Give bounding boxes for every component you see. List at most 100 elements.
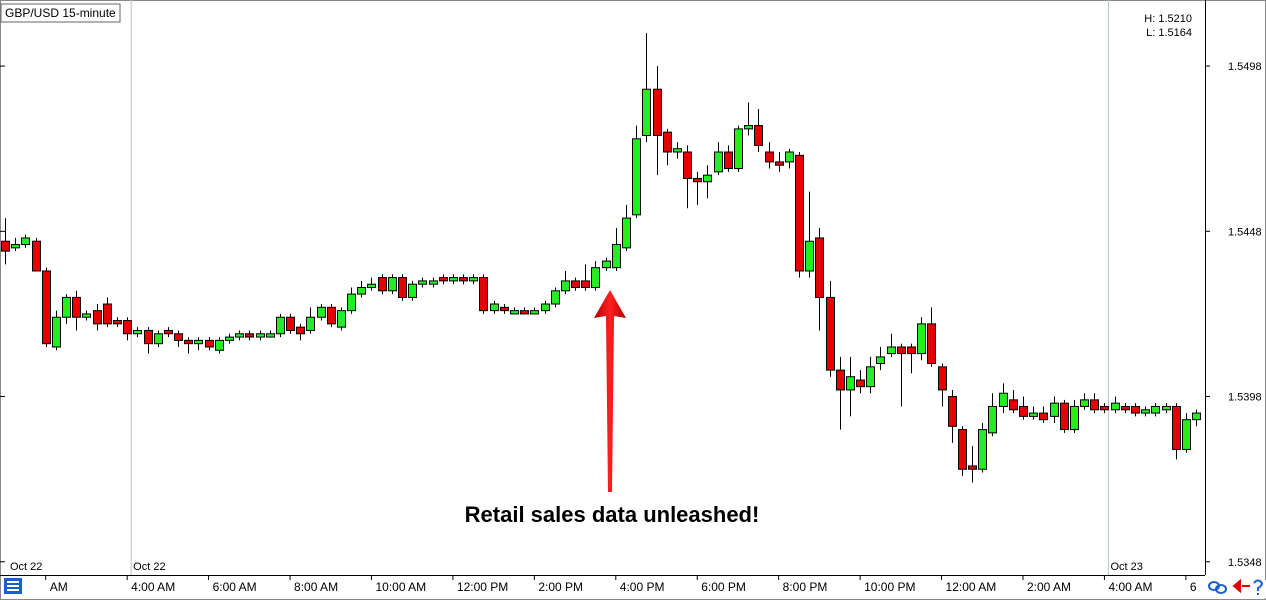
candle-body	[1070, 405, 1079, 431]
candle-body	[113, 320, 122, 325]
arrow	[594, 290, 626, 492]
candle-body	[215, 339, 224, 351]
candle-body	[32, 240, 41, 272]
candle-body	[805, 240, 814, 272]
candle-body	[256, 333, 265, 338]
candle-body	[184, 339, 193, 345]
candle-body	[1172, 405, 1181, 450]
help-icon[interactable]	[1253, 579, 1264, 596]
candle-body	[62, 296, 71, 318]
candle-body	[551, 290, 560, 305]
candle-body	[988, 405, 997, 434]
candle-body	[602, 260, 611, 269]
candle-body	[205, 339, 214, 348]
candle-body	[103, 303, 112, 325]
candle-body	[408, 283, 417, 298]
candle-body	[683, 151, 692, 179]
candle-body	[378, 277, 387, 292]
candle-body	[826, 296, 835, 371]
candle-body	[856, 379, 865, 388]
candle-body	[765, 151, 774, 163]
back-icon[interactable]	[1232, 578, 1250, 594]
candle-body	[276, 316, 285, 335]
candle-body	[154, 333, 163, 345]
candle-body	[235, 333, 244, 338]
candle-body	[1141, 409, 1150, 414]
candle-body	[897, 346, 906, 355]
annotation-arrow	[594, 290, 626, 492]
x-tick-label: 12:00 PM	[457, 580, 508, 594]
x-tick-label: 8:00 AM	[294, 580, 338, 594]
candle-body	[225, 336, 234, 341]
candle-body	[469, 277, 478, 282]
date-label: Oct 22	[133, 561, 165, 573]
candle-body	[1039, 412, 1048, 421]
candle-body	[815, 237, 824, 298]
candle-body	[52, 316, 61, 348]
x-tick-label: 12:00 AM	[946, 580, 997, 594]
x-tick-label: 2:00 PM	[538, 580, 583, 594]
x-tick-label: 6:00 AM	[213, 580, 257, 594]
candle-body	[693, 177, 702, 183]
candle-body	[1162, 405, 1171, 411]
candle-body	[388, 277, 397, 292]
candle-body	[1121, 405, 1130, 411]
x-tick-label: AM	[50, 580, 68, 594]
toolbar-icons	[4, 578, 1266, 598]
candle-body	[1050, 402, 1059, 417]
candle-body	[144, 329, 153, 345]
candle-body	[653, 88, 662, 136]
date-label: Oct 23	[1110, 561, 1142, 573]
candle-body	[622, 217, 631, 249]
candle-body	[398, 277, 407, 298]
candle-body	[734, 128, 743, 170]
candle-body	[347, 293, 356, 312]
candle-body	[612, 244, 621, 269]
candle-body	[561, 280, 570, 292]
candle-body	[917, 323, 926, 355]
candle-body	[327, 306, 336, 325]
candle-body	[317, 306, 326, 318]
low-label: L: 1.5164	[1146, 27, 1192, 39]
candle-body	[673, 148, 682, 153]
candle-body	[286, 316, 295, 331]
y-tick-label: 1.5498	[1228, 61, 1262, 73]
candle-body	[490, 303, 499, 312]
annotation: Retail sales data unleashed!	[465, 502, 760, 527]
x-tick-label: 4:00 AM	[1108, 580, 1152, 594]
candle-body	[418, 280, 427, 285]
candle-body	[836, 369, 845, 391]
candle-body	[1090, 399, 1099, 411]
link-icon	[1215, 584, 1227, 594]
candle-body	[754, 125, 763, 146]
x-tick-label: 6	[1190, 580, 1197, 594]
candle-body	[581, 280, 590, 289]
candle-body	[632, 138, 641, 216]
candle-body	[948, 396, 957, 427]
candle-body	[642, 88, 651, 136]
x-tick-label: 4:00 PM	[620, 580, 665, 594]
candle-body	[530, 310, 539, 315]
candle-body	[500, 306, 509, 312]
candle-body	[744, 125, 753, 130]
candle-body	[795, 154, 804, 272]
candle-body	[510, 310, 519, 315]
x-tick-label: 2:00 AM	[1027, 580, 1071, 594]
candle-body	[1192, 412, 1201, 421]
candle-body	[724, 151, 733, 170]
x-tick-label: 8:00 PM	[783, 580, 828, 594]
candle-body	[958, 429, 967, 470]
candle-body	[703, 174, 712, 183]
candle-body	[1100, 405, 1109, 411]
candle-body	[968, 465, 977, 470]
y-tick-label: 1.5398	[1228, 392, 1262, 404]
candle-body	[663, 131, 672, 153]
title-box	[0, 3, 121, 23]
candle-body	[266, 333, 275, 338]
date-label: Oct 22	[10, 561, 42, 573]
candle-body	[1060, 402, 1069, 431]
candle-body	[21, 237, 30, 246]
chart-title: GBP/USD 15-minute	[5, 6, 116, 20]
candle-body	[306, 316, 315, 331]
